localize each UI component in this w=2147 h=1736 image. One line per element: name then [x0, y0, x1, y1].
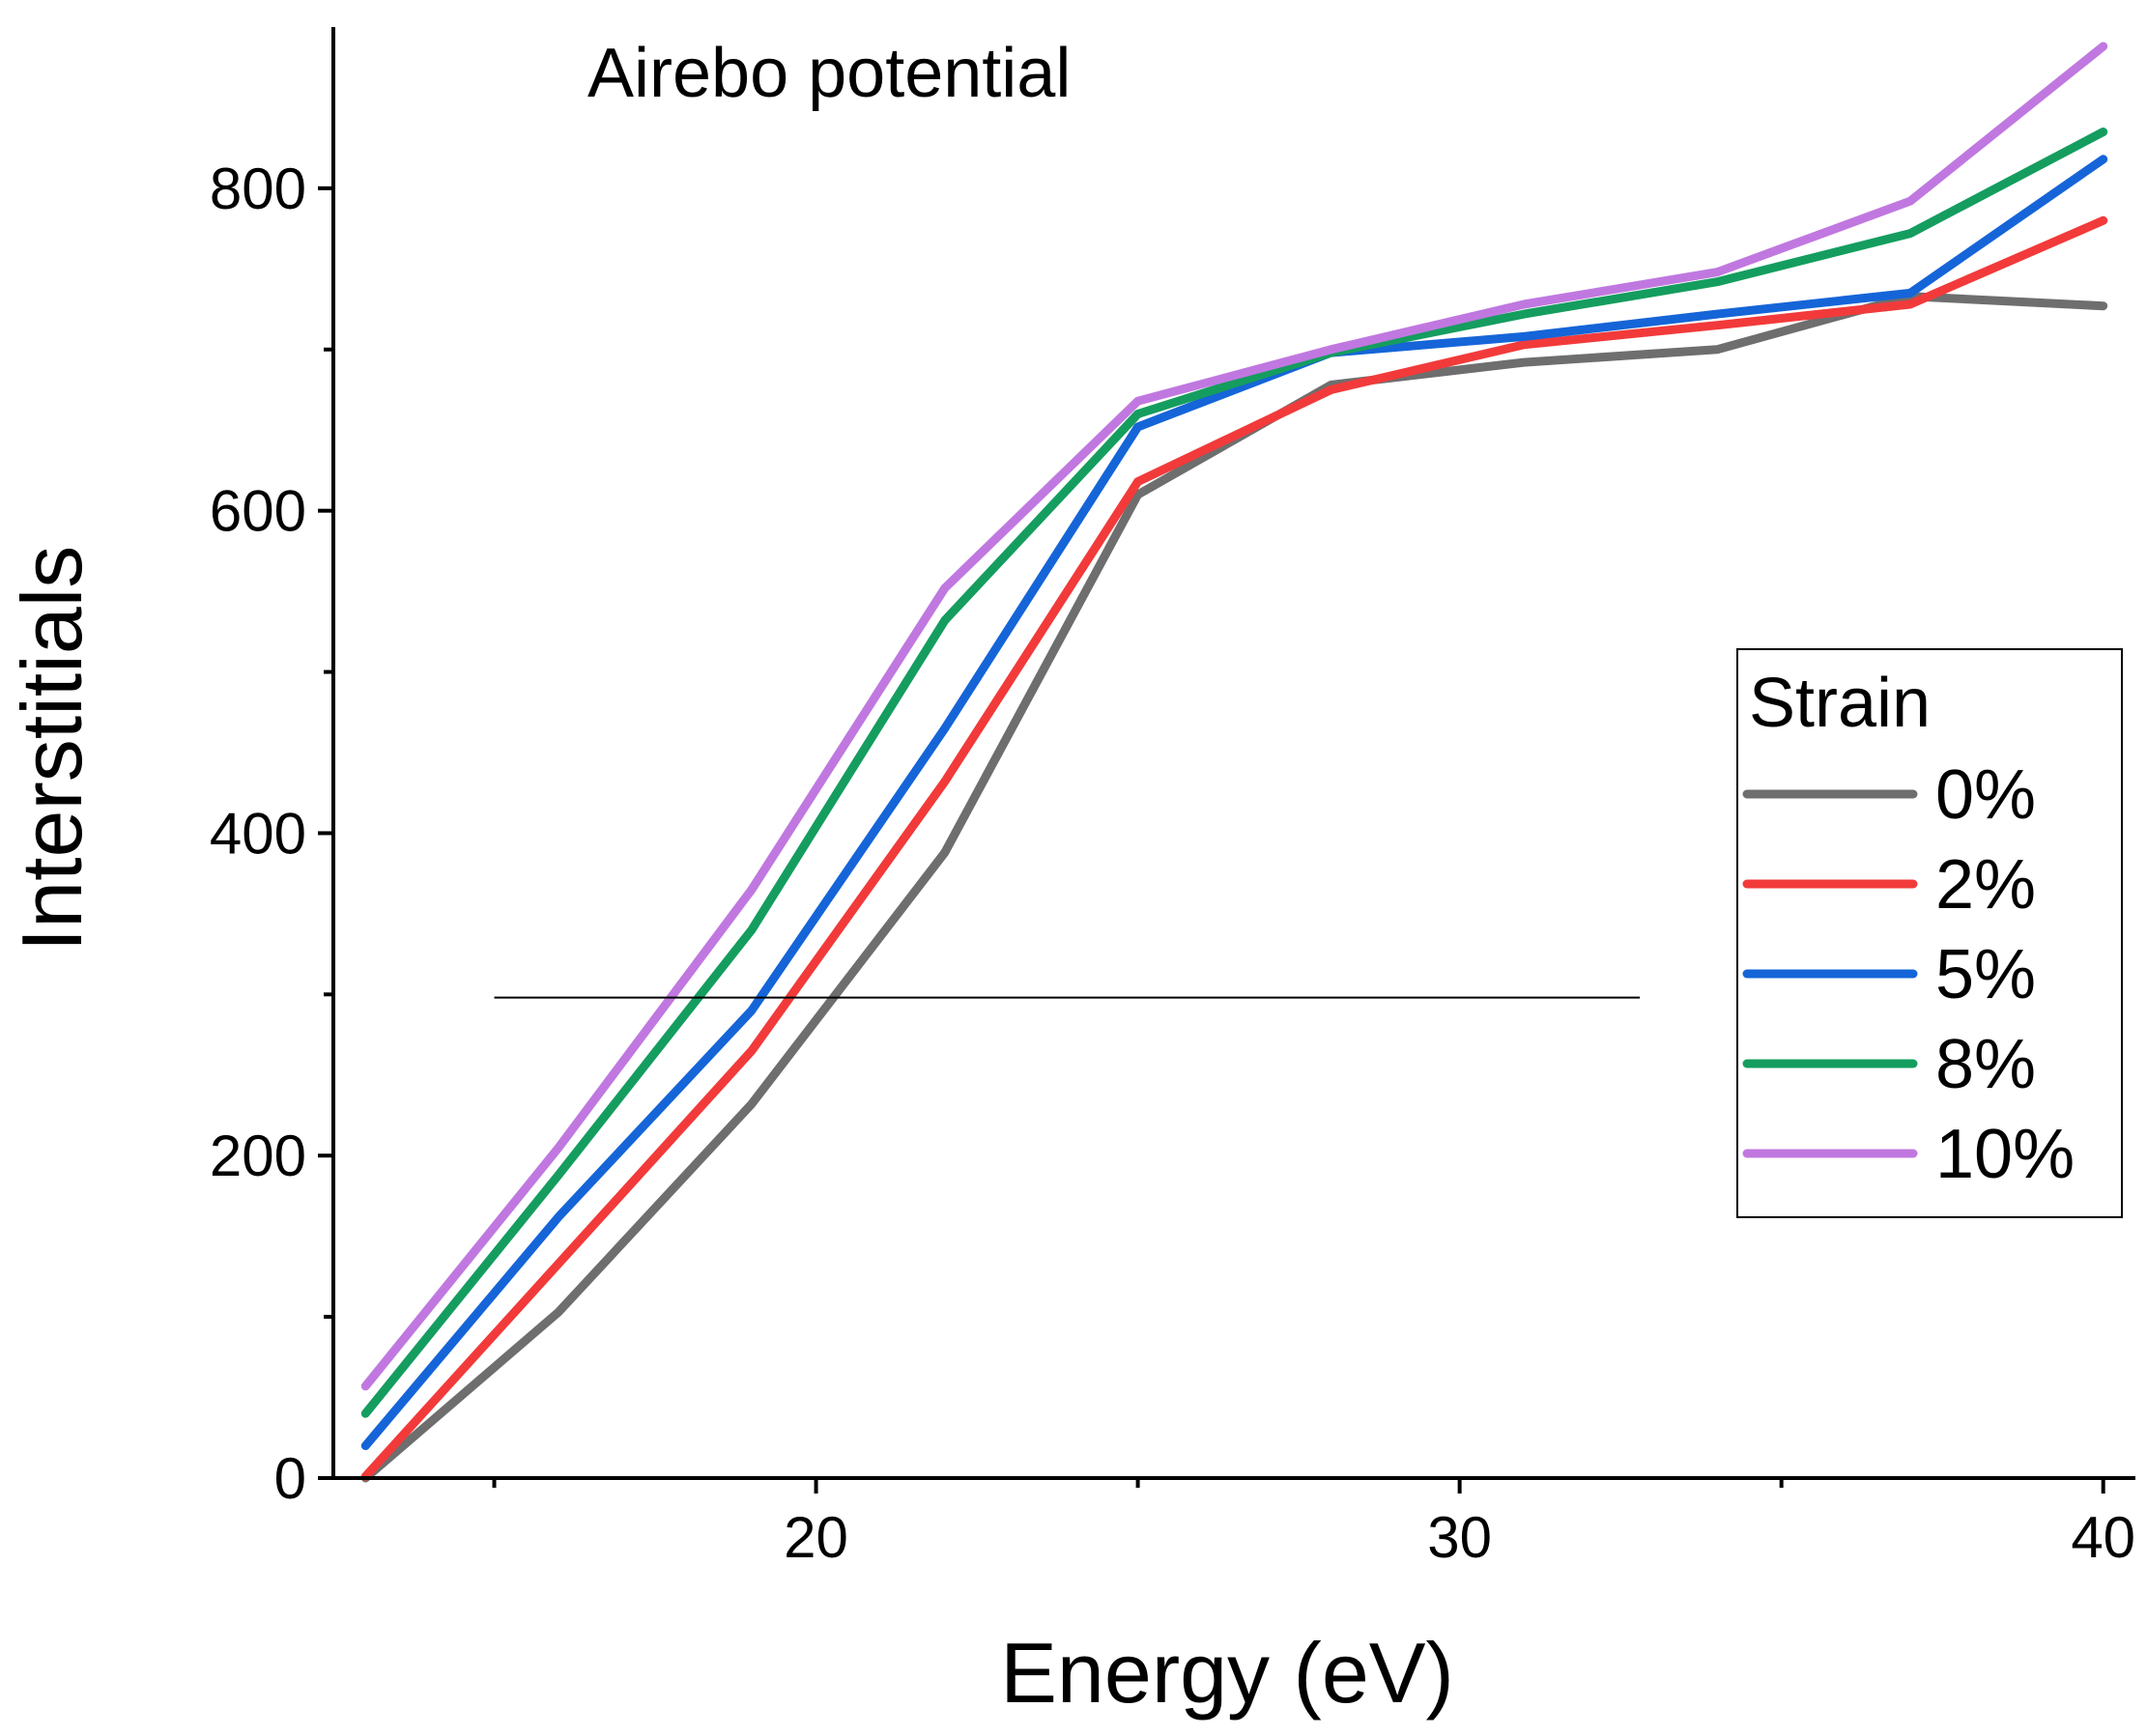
legend-title: Strain: [1749, 665, 1931, 742]
legend-label: 8%: [1935, 1026, 2036, 1103]
y-tick-label: 400: [210, 801, 306, 866]
series-line-8pct: [360, 128, 2108, 1418]
plot-lines: [360, 42, 2108, 1483]
series-line-5pct: [360, 155, 2108, 1451]
x-tick-label: 20: [784, 1505, 848, 1570]
y-tick-label: 600: [210, 479, 306, 544]
y-tick-label: 0: [274, 1446, 306, 1511]
chart-annotation: Airebo potential: [587, 35, 1071, 112]
y-tick-label: 200: [210, 1124, 306, 1188]
legend: Strain 0% 2% 5% 8% 10%: [1736, 648, 2123, 1218]
y-tick-label: 800: [210, 157, 306, 221]
series-line-10pct: [360, 42, 2108, 1391]
x-tick-label: 30: [1427, 1505, 1492, 1570]
legend-label: 2%: [1935, 846, 2036, 924]
axes: [331, 27, 2135, 1480]
x-axis-title: Energy (eV): [1000, 1625, 1454, 1721]
legend-label: 10%: [1935, 1116, 2075, 1193]
legend-label: 5%: [1935, 936, 2036, 1013]
legend-entries: 0% 2% 5% 8% 10%: [1742, 756, 2075, 1193]
y-axis-title: Interstitials: [4, 546, 100, 953]
legend-label: 0%: [1935, 756, 2036, 834]
legend-box: [1736, 648, 2123, 1218]
x-tick-label: 40: [2071, 1505, 2135, 1570]
series-line-2pct: [360, 215, 2108, 1481]
